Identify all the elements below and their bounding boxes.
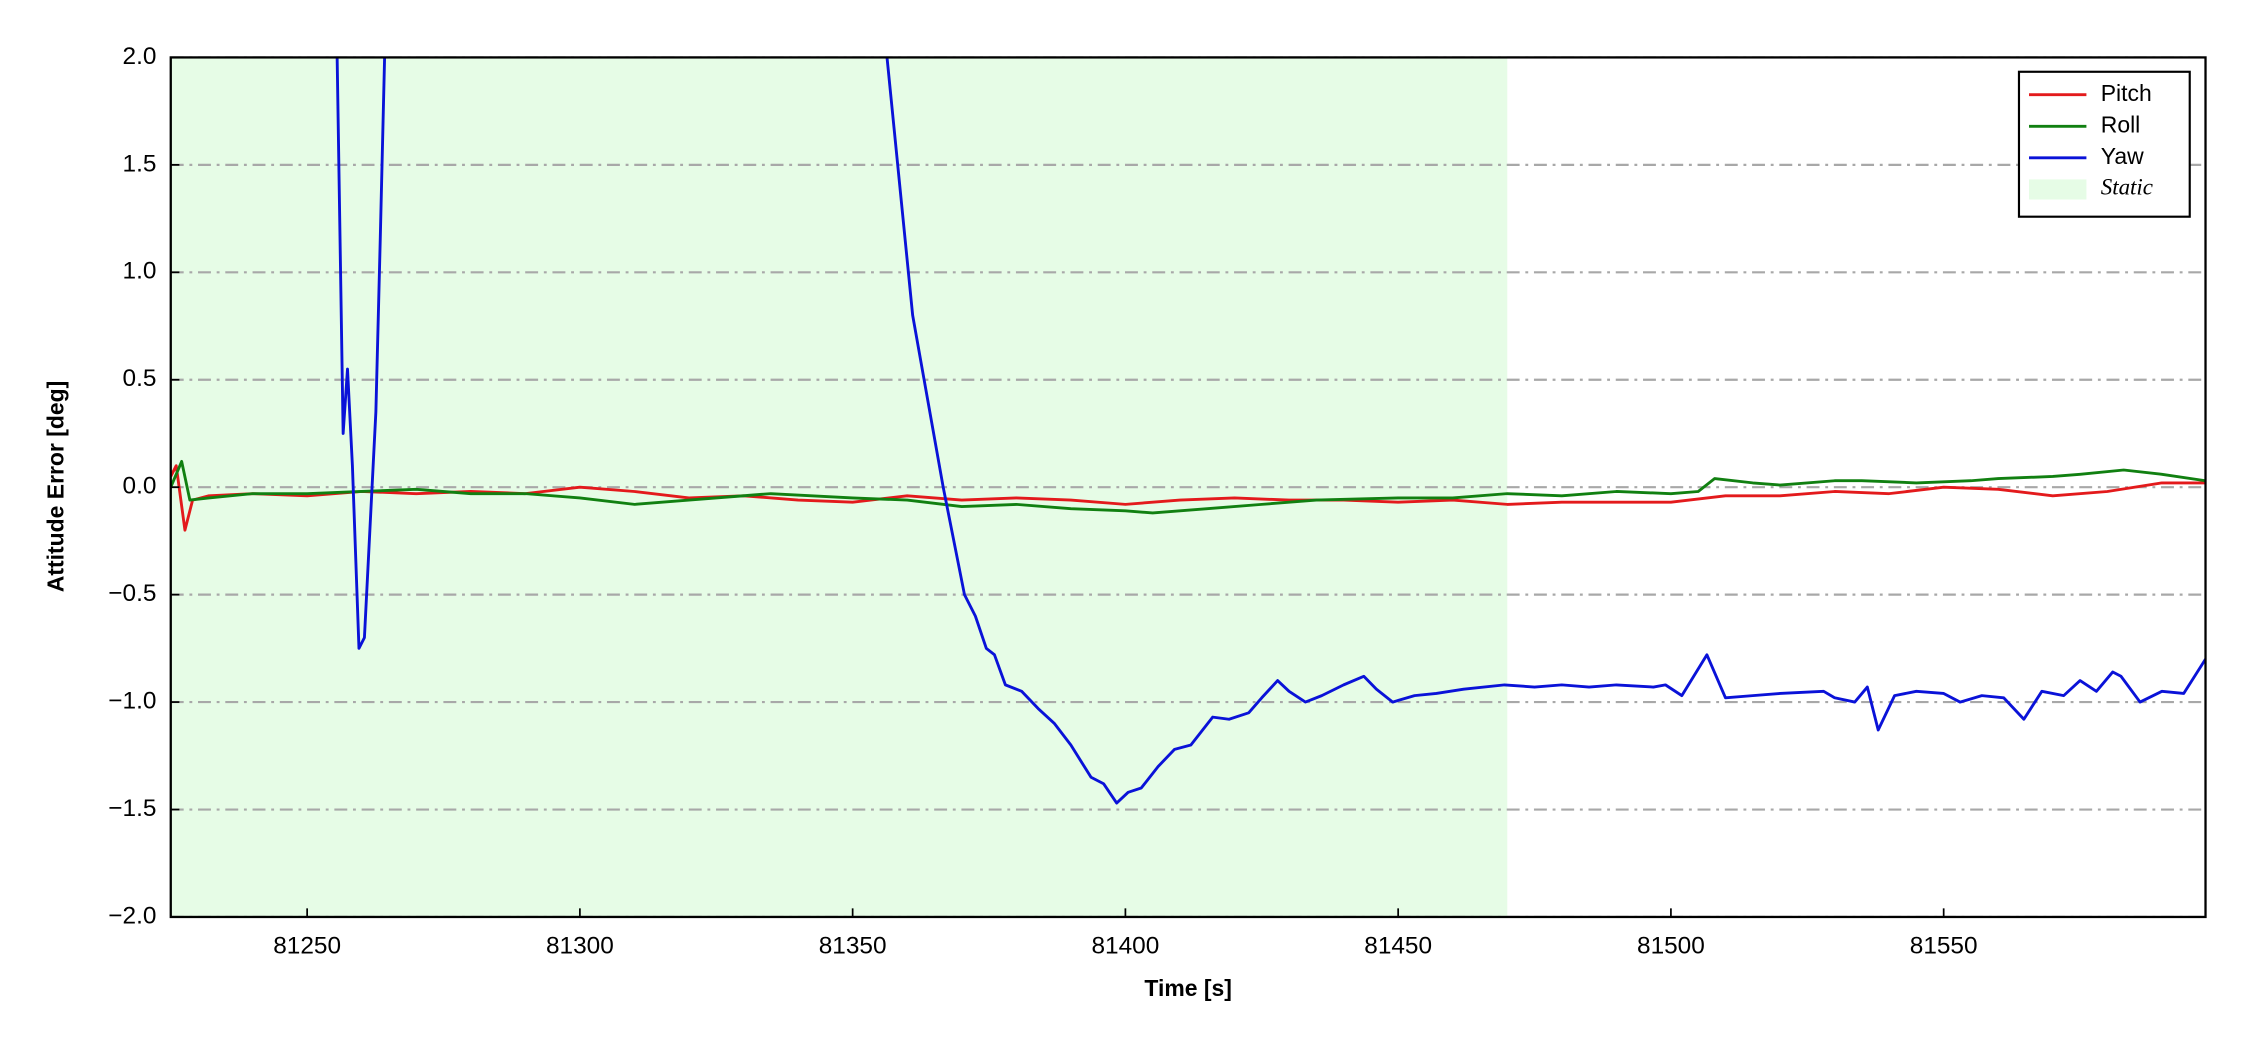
y-tick-label: −0.5 [108, 580, 156, 607]
legend: Pitch Roll Yaw Static [2017, 70, 2191, 218]
legend-label: Roll [2101, 111, 2141, 137]
legend-label: Pitch [2101, 80, 2152, 106]
x-tick-label: 81300 [546, 933, 614, 960]
x-tick-label: 81250 [273, 933, 341, 960]
x-tick-label: 81400 [1092, 933, 1160, 960]
y-tick-label: 0.0 [123, 473, 157, 500]
y-tick-label: 2.0 [123, 43, 157, 70]
legend-label: Static [2101, 175, 2153, 200]
axes: −2.0 −1.5 −1.0 −0.5 0.0 0.5 1.0 1.5 2.0 81250 8130… [108, 43, 2207, 960]
plot-frame [169, 56, 2207, 919]
legend-swatch [2029, 179, 2087, 200]
y-tick-label: −2.0 [108, 902, 156, 929]
y-tick-label: −1.0 [108, 688, 156, 715]
x-tick-label: 81350 [819, 933, 887, 960]
series-line [170, 459, 2206, 515]
series-line [335, 57, 2206, 805]
x-axis-label: Time [s] [1144, 975, 1232, 1001]
plot-lines [170, 57, 2206, 805]
y-tick-label: −1.5 [108, 795, 156, 822]
x-tick-label: 81550 [1910, 933, 1978, 960]
x-tick-label: 81500 [1637, 933, 1705, 960]
y-tick-label: 1.5 [123, 150, 157, 177]
y-tick-label: 0.5 [123, 365, 157, 392]
y-tick-label: 1.0 [123, 258, 157, 285]
x-tick-label: 81450 [1364, 933, 1432, 960]
legend-label: Yaw [2101, 143, 2144, 169]
y-axis-label: Attitude Error [deg] [42, 381, 68, 593]
